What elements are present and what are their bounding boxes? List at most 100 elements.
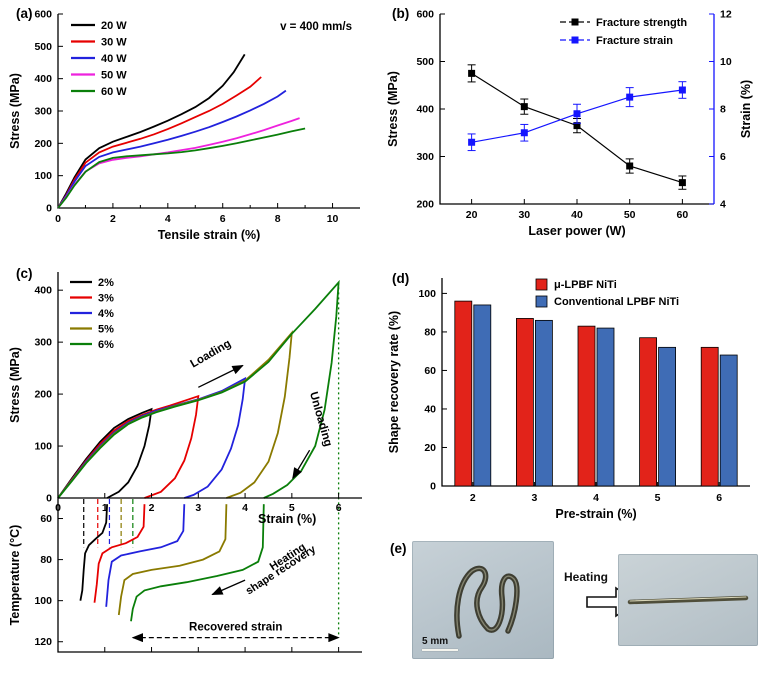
- recovery-3%: [93, 504, 146, 603]
- svg-text:0: 0: [55, 502, 61, 514]
- svg-text:50 W: 50 W: [101, 70, 127, 82]
- svg-text:1: 1: [102, 502, 108, 514]
- chart-d-recovery-rate-bars: 0 20 40 60 80 100 Shape recovery rate (%) Pre-s…: [387, 278, 750, 521]
- bar-mlpbf-6: [700, 346, 719, 487]
- series: [467, 64, 687, 190]
- svg-text:Temperature (°C): Temperature (°C): [8, 525, 22, 626]
- svg-text:80: 80: [424, 326, 436, 338]
- svg-text:120: 120: [34, 636, 52, 648]
- svg-text:20: 20: [466, 209, 478, 221]
- svg-text:4: 4: [720, 199, 726, 211]
- panel-c-label: (c): [16, 266, 33, 281]
- marker-Fracture-strain: [520, 129, 528, 137]
- coiled-wire-image: [454, 565, 520, 639]
- svg-text:2: 2: [470, 492, 476, 504]
- legend: μ-LPBF NiTi Conventional LPBF NiTi: [535, 278, 679, 308]
- svg-text:60 W: 60 W: [101, 86, 127, 98]
- svg-text:Tensile strain (%): Tensile strain (%): [158, 228, 261, 242]
- loop-4%: [57, 376, 247, 499]
- temperature-series: [79, 504, 265, 622]
- svg-text:80: 80: [40, 554, 52, 566]
- svg-text:30: 30: [518, 209, 530, 221]
- recovery-6%: [130, 504, 265, 622]
- photo-before-heating: 5 mm: [412, 541, 554, 659]
- coiled-wire-highlight: [456, 567, 518, 637]
- svg-text:8: 8: [275, 213, 281, 225]
- svg-text:50: 50: [624, 209, 636, 221]
- curve-20W: [57, 53, 246, 209]
- svg-text:200: 200: [34, 138, 52, 150]
- marker-Fracture-strength: [520, 103, 528, 111]
- marker-Fracture-strength: [678, 179, 686, 187]
- svg-text:300: 300: [34, 337, 52, 349]
- svg-text:3: 3: [195, 502, 201, 514]
- marker-Fracture-strain: [573, 110, 581, 118]
- svg-text:100: 100: [418, 288, 436, 300]
- bar-conventional-3: [534, 319, 553, 487]
- straight-wire-image: [627, 595, 749, 605]
- svg-text:2: 2: [149, 502, 155, 514]
- panel-a-label: (a): [16, 6, 33, 21]
- marker-Fracture-strain: [626, 93, 634, 101]
- scale-bar: 5 mm: [422, 635, 458, 651]
- svg-text:12: 12: [720, 9, 732, 21]
- svg-text:600: 600: [34, 9, 52, 21]
- svg-text:4: 4: [242, 502, 248, 514]
- svg-text:4%: 4%: [98, 308, 114, 320]
- svg-text:8: 8: [720, 104, 726, 116]
- svg-text:500: 500: [34, 41, 52, 53]
- svg-text:0: 0: [46, 493, 52, 505]
- svg-text:40: 40: [571, 209, 583, 221]
- bar-mlpbf-2: [454, 300, 473, 487]
- svg-text:60: 60: [677, 209, 689, 221]
- svg-text:Conventional LPBF NiTi: Conventional LPBF NiTi: [554, 296, 679, 308]
- legend: 20 W 30 W 40 W 50 W 60 W: [71, 20, 127, 98]
- svg-text:3: 3: [531, 492, 537, 504]
- svg-text:60: 60: [40, 513, 52, 525]
- marker-Fracture-strength: [468, 69, 476, 77]
- marker-Fracture-strain: [678, 86, 686, 94]
- loop-3%: [57, 394, 200, 499]
- svg-text:6%: 6%: [98, 339, 114, 351]
- panel-e-photos: 5 mm Heating: [386, 538, 762, 673]
- svg-text:60: 60: [424, 365, 436, 377]
- straight-wire-highlight: [629, 596, 747, 602]
- svg-text:μ-LPBF NiTi: μ-LPBF NiTi: [554, 279, 617, 291]
- panel-d-label: (d): [392, 271, 410, 286]
- svg-text:10: 10: [720, 56, 732, 68]
- bar-mlpbf-3: [515, 318, 534, 487]
- scale-bar-label: 5 mm: [422, 635, 449, 647]
- series: [57, 53, 306, 209]
- stress-series: [57, 279, 340, 499]
- photo-after-heating: [618, 554, 758, 646]
- svg-text:400: 400: [416, 104, 434, 116]
- svg-text:100: 100: [34, 170, 52, 182]
- scale-bar-line: [422, 648, 458, 651]
- svg-text:4: 4: [165, 213, 171, 225]
- svg-text:20: 20: [424, 442, 436, 454]
- svg-text:5: 5: [655, 492, 661, 504]
- svg-text:Strain (%): Strain (%): [739, 80, 753, 138]
- svg-text:Shape recovery rate (%): Shape recovery rate (%): [387, 311, 401, 453]
- svg-text:40 W: 40 W: [101, 53, 127, 65]
- svg-text:200: 200: [34, 389, 52, 401]
- svg-text:Laser power (W): Laser power (W): [528, 224, 625, 238]
- panel-b-label: (b): [392, 6, 410, 21]
- svg-text:6: 6: [716, 492, 722, 504]
- bars: 2 3 4 5 6: [454, 300, 738, 504]
- svg-text:6: 6: [720, 151, 726, 163]
- bar-conventional-4: [596, 327, 615, 487]
- svg-text:Fracture strength: Fracture strength: [596, 17, 687, 29]
- marker-Fracture-strain: [468, 138, 476, 146]
- svg-text:400: 400: [34, 285, 52, 297]
- svg-text:0: 0: [46, 203, 52, 215]
- svg-text:20 W: 20 W: [101, 20, 127, 32]
- svg-text:shape recovery: shape recovery: [244, 543, 319, 598]
- marker-Fracture-strength: [626, 162, 634, 170]
- svg-text:Unloading: Unloading: [307, 391, 334, 448]
- straight-wire: [627, 595, 749, 605]
